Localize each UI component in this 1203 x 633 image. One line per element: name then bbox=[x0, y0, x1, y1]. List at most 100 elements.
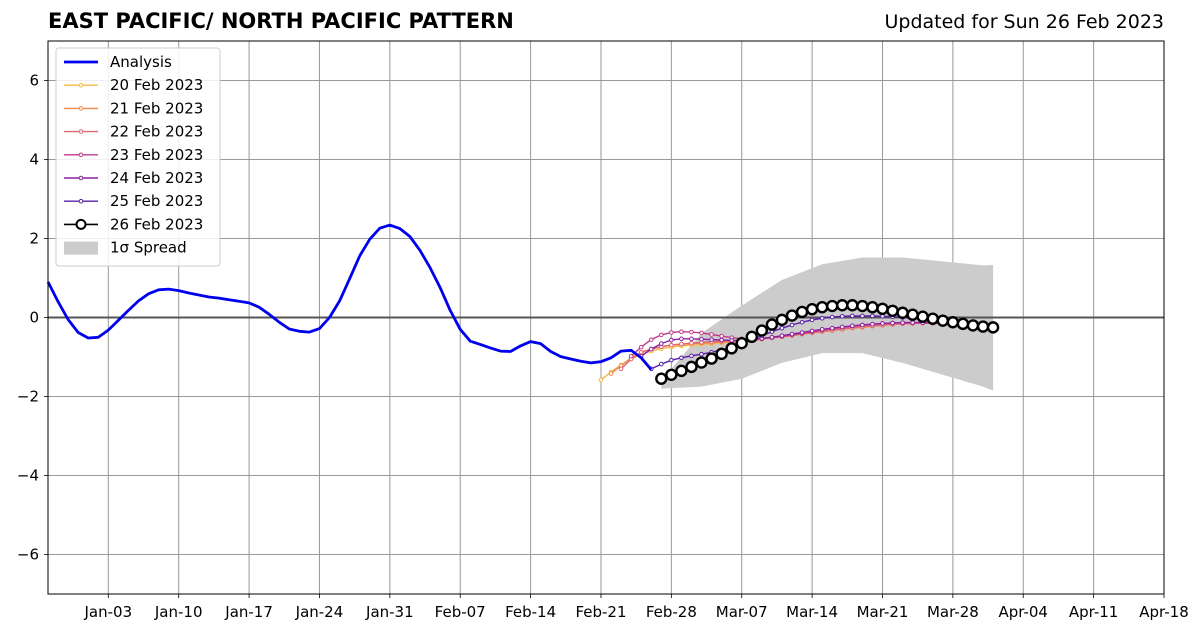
legend-label: 1σ Spread bbox=[110, 239, 187, 257]
x-tick-label: Mar-14 bbox=[786, 603, 838, 621]
legend-label: 21 Feb 2023 bbox=[110, 99, 203, 117]
forecast-point bbox=[880, 314, 885, 319]
forecast-point bbox=[876, 302, 889, 316]
forecast-point bbox=[699, 336, 704, 342]
chart-subtitle: Updated for Sun 26 Feb 2023 bbox=[884, 11, 1164, 33]
x-tick-label: Jan-31 bbox=[365, 603, 414, 621]
forecast-point bbox=[655, 372, 668, 385]
legend-marker bbox=[78, 82, 84, 88]
forecast-point bbox=[685, 360, 698, 374]
forecast-point bbox=[658, 332, 664, 338]
legend-label: 24 Feb 2023 bbox=[110, 169, 203, 187]
forecast-point bbox=[815, 301, 829, 314]
y-tick-label: 6 bbox=[29, 72, 39, 90]
forecast-point bbox=[689, 329, 694, 335]
forecast-point bbox=[689, 340, 694, 346]
forecast-point bbox=[729, 338, 734, 343]
x-tick-label: Apr-11 bbox=[1069, 603, 1119, 621]
forecast-point bbox=[789, 331, 795, 337]
spread-band bbox=[661, 257, 994, 391]
legend: Analysis 20 Feb 2023 21 Feb 2023 22 Feb 202… bbox=[55, 47, 221, 267]
forecast-point bbox=[779, 333, 785, 338]
legend-label: 26 Feb 2023 bbox=[110, 215, 203, 233]
forecast-point bbox=[846, 299, 859, 312]
forecast-point bbox=[906, 308, 919, 321]
forecast-point bbox=[870, 313, 875, 319]
forecast-point bbox=[809, 317, 815, 323]
legend-marker bbox=[78, 175, 84, 181]
legend-marker bbox=[78, 129, 84, 134]
forecast-point bbox=[719, 333, 724, 339]
series-layer bbox=[46, 223, 1000, 385]
forecast-point bbox=[886, 304, 899, 317]
x-tick-label: Apr-04 bbox=[998, 603, 1048, 621]
forecast-point bbox=[745, 330, 758, 344]
legend-label: 23 Feb 2023 bbox=[110, 146, 203, 164]
forecast-point bbox=[669, 337, 674, 343]
forecast-point bbox=[638, 349, 644, 355]
forecast-point bbox=[695, 356, 708, 369]
forecast-point bbox=[870, 321, 875, 327]
forecast-point bbox=[608, 371, 614, 376]
legend-marker bbox=[78, 198, 84, 204]
legend-marker bbox=[78, 106, 84, 111]
forecast-point bbox=[755, 324, 769, 337]
forecast-point bbox=[735, 336, 748, 350]
forecast-point bbox=[779, 325, 785, 331]
forecast-point bbox=[648, 346, 654, 352]
x-tick-label: Mar-28 bbox=[927, 603, 979, 621]
x-tick-label: Jan-17 bbox=[224, 603, 273, 621]
forecast-point bbox=[669, 357, 674, 363]
forecast-point bbox=[839, 324, 845, 330]
forecast-point bbox=[880, 321, 885, 326]
forecast-point bbox=[829, 314, 835, 320]
forecast-point bbox=[860, 322, 865, 328]
forecast-point bbox=[709, 332, 714, 337]
forecast-point bbox=[826, 299, 839, 313]
legend-swatch bbox=[64, 241, 98, 255]
y-tick-label: −6 bbox=[17, 546, 39, 564]
x-tick-label: Jan-24 bbox=[295, 603, 344, 621]
forecast-point bbox=[890, 320, 895, 326]
x-tick-label: Feb-14 bbox=[505, 603, 556, 621]
forecast-point bbox=[976, 320, 990, 333]
forecast-point bbox=[966, 319, 980, 332]
forecast-point bbox=[705, 352, 718, 365]
forecast-point bbox=[699, 330, 704, 336]
forecast-point bbox=[628, 353, 634, 359]
forecast-point bbox=[665, 368, 678, 381]
forecast-point bbox=[866, 301, 879, 314]
forecast-point bbox=[956, 317, 970, 331]
forecast-point bbox=[819, 327, 825, 332]
forecast-point bbox=[836, 299, 849, 312]
forecast-point bbox=[669, 342, 674, 348]
forecast-point bbox=[850, 323, 855, 329]
forecast-point bbox=[618, 366, 624, 372]
legend-label: 25 Feb 2023 bbox=[110, 192, 203, 210]
legend-marker bbox=[78, 152, 84, 158]
forecast-point bbox=[789, 322, 795, 328]
forecast-point bbox=[916, 310, 929, 323]
legend-label: 22 Feb 2023 bbox=[110, 123, 203, 141]
forecast-point bbox=[910, 320, 915, 325]
forecast-point bbox=[829, 325, 835, 331]
forecast-point bbox=[638, 344, 644, 350]
forecast-point bbox=[709, 337, 714, 342]
axes: Jan-03 Jan-10 Jan-17 Jan-24 Jan-31 Feb-07 Feb-… bbox=[17, 40, 1189, 621]
forecast-point bbox=[809, 328, 815, 334]
analysis-line bbox=[46, 223, 653, 371]
forecast-point bbox=[689, 336, 694, 342]
forecast-point bbox=[839, 314, 845, 319]
x-tick-label: Apr-18 bbox=[1139, 603, 1189, 621]
y-tick-label: −4 bbox=[17, 467, 39, 485]
forecast-point bbox=[986, 321, 1000, 334]
forecast-point bbox=[719, 337, 724, 343]
forecast-point bbox=[819, 315, 825, 321]
forecast-point bbox=[775, 313, 789, 327]
y-tick-label: −2 bbox=[17, 388, 39, 406]
forecast-point bbox=[856, 299, 869, 313]
forecast-point bbox=[799, 330, 805, 335]
series-26-feb-2023 bbox=[655, 299, 1000, 385]
forecast-point bbox=[805, 303, 819, 316]
